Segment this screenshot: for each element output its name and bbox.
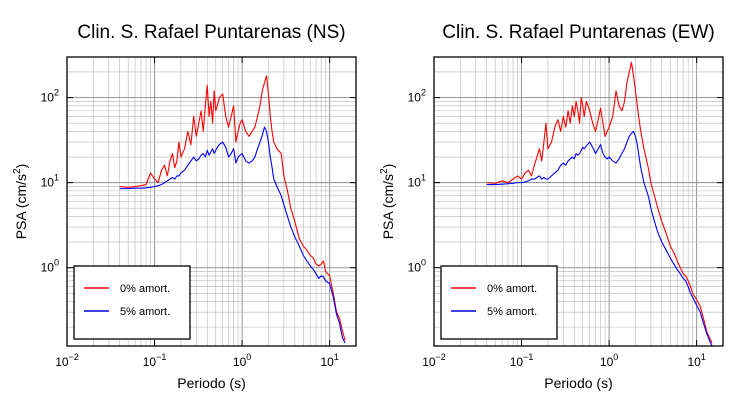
x-tick-label-base: 10: [510, 355, 524, 369]
legend: 0% amort. 5% amort.: [440, 265, 558, 340]
y-tick-label-exponent: 0: [421, 258, 426, 268]
x-tick-label: 100: [233, 352, 251, 369]
y-tick-label-exponent: 0: [54, 258, 59, 268]
y-axis-label-main: PSA (cm/s: [13, 174, 29, 239]
y-tick-label-base: 10: [408, 91, 422, 105]
grid: [66, 56, 357, 346]
y-tick-label-base: 10: [408, 176, 422, 190]
y-axis-label-close: ): [13, 164, 29, 169]
y-axis-label-main: PSA (cm/s: [380, 174, 396, 239]
x-tick-label-base: 10: [600, 355, 614, 369]
x-tick-label-base: 10: [422, 355, 436, 369]
y-tick-label-exponent: 1: [54, 173, 59, 183]
x-tick-label: 10−1: [143, 352, 167, 369]
y-tick-label-base: 10: [41, 261, 55, 275]
y-axis-label-superscript: 2: [379, 168, 390, 174]
x-tick-label-exponent: −1: [156, 352, 166, 362]
series-line-5-amort: [119, 126, 346, 344]
x-tick-label-base: 10: [143, 355, 157, 369]
x-tick-label-base: 10: [687, 355, 701, 369]
x-tick-label-base: 10: [320, 355, 334, 369]
y-tick-label-base: 10: [41, 176, 55, 190]
legend-label: 5% amort.: [120, 306, 170, 318]
y-axis-label: PSA (cm/s2): [379, 164, 396, 240]
y-tick-label: 102: [41, 88, 59, 105]
y-tick-label: 100: [41, 258, 59, 275]
y-tick-label-exponent: 1: [421, 173, 426, 183]
legend-box: [440, 265, 558, 340]
y-axis-label-close: ): [380, 164, 396, 169]
legend-box: [73, 265, 191, 340]
legend-label: 5% amort.: [487, 306, 537, 318]
x-tick-label-exponent: 1: [701, 352, 706, 362]
legend: 0% amort. 5% amort.: [73, 265, 191, 340]
x-axis-label: Periodo (s): [544, 375, 612, 391]
x-tick-label: 10−2: [422, 352, 446, 369]
x-axis-label: Periodo (s): [177, 375, 245, 391]
series-line-0-amort: [119, 75, 346, 341]
series-line-0-amort: [486, 61, 713, 344]
plot-frame: [433, 56, 724, 347]
y-tick-label: 102: [408, 88, 426, 105]
y-axis-label: PSA (cm/s2): [12, 164, 29, 240]
y-tick-label-exponent: 2: [54, 88, 59, 98]
x-tick-label-base: 10: [233, 355, 247, 369]
x-tick-label-exponent: −2: [436, 352, 446, 362]
y-axis-label-superscript: 2: [12, 168, 23, 174]
y-tick-label: 100: [408, 258, 426, 275]
x-tick-label: 101: [320, 352, 338, 369]
series-line-5-amort: [486, 130, 713, 347]
chart-title: Clin. S. Rafael Puntarenas (NS): [77, 22, 345, 43]
x-tick-label-exponent: −1: [523, 352, 533, 362]
y-tick-label-base: 10: [408, 261, 422, 275]
x-tick-label-exponent: 0: [613, 352, 618, 362]
y-tick-label: 101: [41, 173, 59, 190]
x-tick-label: 10−2: [55, 352, 79, 369]
y-tick-label-base: 10: [41, 91, 55, 105]
x-tick-label: 101: [687, 352, 705, 369]
y-tick-label: 101: [408, 173, 426, 190]
x-tick-label-base: 10: [55, 355, 69, 369]
x-tick-label: 100: [600, 352, 618, 369]
x-tick-label-exponent: 0: [246, 352, 251, 362]
y-tick-label-exponent: 2: [421, 88, 426, 98]
x-tick-label-exponent: −2: [69, 352, 79, 362]
x-tick-label: 10−1: [510, 352, 534, 369]
legend-label: 0% amort.: [487, 283, 537, 295]
x-tick-label-exponent: 1: [334, 352, 339, 362]
plot-frame: [66, 56, 357, 347]
legend-label: 0% amort.: [120, 283, 170, 295]
chart-title: Clin. S. Rafael Puntarenas (EW): [442, 22, 714, 43]
